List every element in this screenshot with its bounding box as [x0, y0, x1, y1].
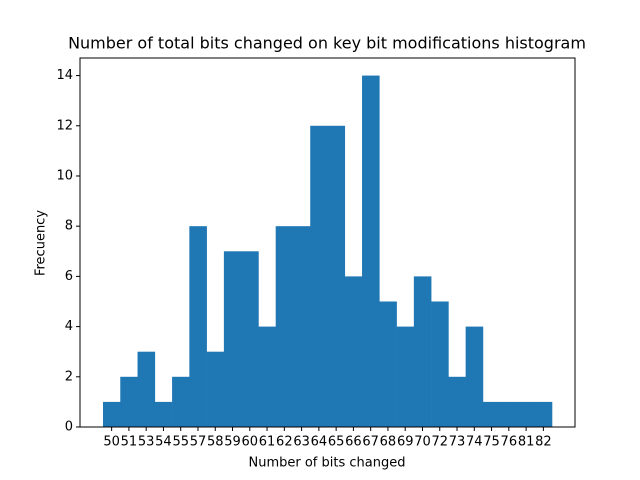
bar — [534, 401, 553, 427]
bar — [465, 326, 484, 427]
x-tick-label: 51 — [121, 435, 138, 450]
x-tick-label: 55 — [172, 435, 189, 450]
x-tick-label: 68 — [380, 435, 397, 450]
x-axis-label: Number of bits changed — [249, 456, 406, 471]
x-tick-label: 63 — [293, 435, 310, 450]
bar — [362, 75, 380, 428]
x-tick-label: 70 — [414, 435, 431, 450]
x-tick-label: 69 — [397, 435, 414, 450]
x-tick-label: 58 — [207, 435, 224, 450]
x-tick-label: 59 — [224, 435, 241, 450]
bar — [137, 351, 156, 427]
x-tick-label: 57 — [190, 435, 207, 450]
bar — [258, 326, 276, 427]
y-tick-label: 10 — [56, 168, 73, 183]
bar — [413, 276, 432, 427]
y-tick-label: 8 — [65, 219, 73, 234]
bar — [275, 226, 294, 427]
bar — [431, 301, 449, 427]
x-tick-label: 72 — [431, 435, 448, 450]
x-tick-label: 53 — [138, 435, 155, 450]
bar — [344, 276, 363, 427]
x-tick-label: 64 — [311, 435, 328, 450]
y-tick-label: 4 — [65, 319, 73, 334]
y-tick-label: 2 — [65, 369, 73, 384]
bar — [223, 251, 242, 427]
bar — [189, 226, 207, 427]
bar — [482, 401, 501, 427]
y-tick-label: 14 — [56, 68, 73, 83]
bar — [241, 251, 259, 427]
x-tick-label: 61 — [259, 435, 276, 450]
bar — [206, 351, 225, 427]
y-tick-label: 0 — [65, 420, 73, 435]
x-tick-label: 74 — [466, 435, 483, 450]
bar — [310, 125, 328, 427]
x-tick-label: 65 — [328, 435, 345, 450]
bar — [517, 401, 536, 427]
y-tick-label: 12 — [56, 118, 73, 133]
x-tick-label: 62 — [276, 435, 293, 450]
bar — [396, 326, 415, 427]
bar — [172, 376, 190, 427]
x-tick-label: 75 — [483, 435, 500, 450]
x-tick-label: 67 — [362, 435, 379, 450]
x-tick-label: 73 — [449, 435, 466, 450]
y-tick-label: 6 — [65, 269, 73, 284]
x-tick-label: 54 — [155, 435, 172, 450]
plot-frame — [79, 57, 576, 428]
y-axis-label: Frecuency — [34, 210, 49, 276]
x-tick-label: 81 — [518, 435, 535, 450]
bar — [120, 376, 138, 427]
x-tick-label: 66 — [345, 435, 362, 450]
bar — [292, 226, 311, 427]
x-tick-label: 76 — [501, 435, 518, 450]
bar — [327, 125, 346, 427]
x-tick-label: 82 — [535, 435, 552, 450]
x-tick-label: 60 — [242, 435, 259, 450]
bar — [500, 401, 518, 427]
bar — [448, 376, 466, 427]
chart-title: Number of total bits changed on key bit … — [68, 34, 586, 53]
x-tick-label: 50 — [103, 435, 120, 450]
bar — [103, 401, 121, 427]
bar — [154, 401, 173, 427]
bar — [379, 301, 397, 427]
